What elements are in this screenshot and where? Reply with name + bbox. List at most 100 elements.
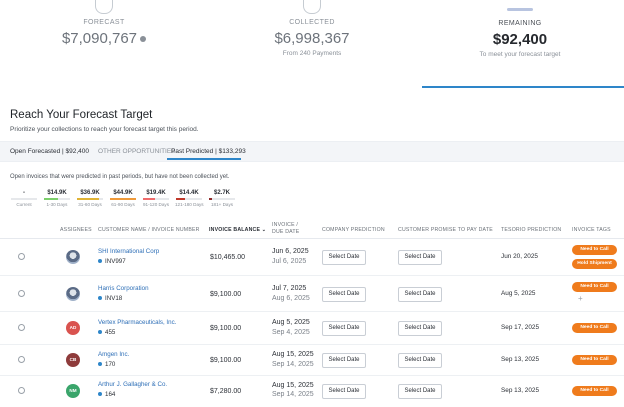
invoice-date: Aug 15, 2025 [272,351,314,358]
bucket-fill [77,198,100,200]
kpi-remaining[interactable]: REMAINING $92,400 To meet your forecast … [416,0,624,88]
tag-need-to-call[interactable]: Need to Call [572,355,617,365]
invoice-balance: $10,465.00 [210,254,246,261]
bucket-121-180[interactable]: $14.4K 121-180 Days [175,190,204,207]
kpi-forecast-label: FORECAST [83,19,125,26]
tesorio-prediction: Sep 17, 2025 [501,324,540,331]
active-tab-indicator [167,158,241,160]
company-prediction-select[interactable]: Select Date [322,287,366,302]
bucket-31-60[interactable]: $36.9K 31-60 Days [76,190,104,207]
table-row[interactable]: Harris Corporation INV18 $9,100.00 Jul 7… [0,276,624,312]
bucket-bar [209,198,235,200]
tag-need-to-call[interactable]: Need to Call [572,323,617,333]
company-prediction-select[interactable]: Select Date [322,321,366,336]
due-date: Jul 6, 2025 [272,258,307,265]
row-select-radio[interactable] [18,253,25,260]
avatar: AD [66,321,80,335]
company-prediction-select[interactable]: Select Date [322,250,366,265]
invoice-number-text: 164 [105,391,116,398]
tag-need-to-call[interactable]: Need to Call [572,386,617,396]
bucket-label: 181+ Days [210,202,234,207]
bucket-fill [176,198,186,200]
collected-icon [303,0,321,14]
header-tesorio-prediction[interactable]: TESORIO PREDICTION [501,227,562,233]
customer-link[interactable]: Amgen Inc. [98,351,130,358]
bucket-value: $36.9K [80,190,100,196]
status-dot [98,259,102,264]
bucket-value: $2.7K [213,190,230,196]
invoice-number[interactable]: 164 [98,391,115,398]
row-select-radio[interactable] [18,290,25,297]
tag-hold-shipment[interactable]: Hold Shipment [572,259,617,269]
invoice-number[interactable]: 170 [98,361,115,368]
tag-need-to-call[interactable]: Need to Call [572,245,617,255]
kpi-forecast[interactable]: FORECAST $7,090,767 [0,0,208,88]
info-icon[interactable] [140,36,147,43]
invoice-number[interactable]: INV18 [98,295,122,302]
row-select-radio[interactable] [18,324,25,331]
kpi-collected-value: $6,998,367 [274,30,350,47]
invoice-number-text: INV18 [105,295,123,302]
header-company-prediction[interactable]: COMPANY PREDICTION [322,227,385,233]
bucket-bar [110,198,136,200]
customer-promise-select[interactable]: Select Date [398,384,442,399]
bucket-label: 61-90 Days [111,202,135,207]
bucket-label: 91-120 Days [142,202,170,207]
avatar: CB [66,353,80,367]
due-date: Sep 14, 2025 [272,391,314,398]
customer-link[interactable]: SHI International Corp [98,248,160,255]
customer-link[interactable]: Arthur J. Gallagher & Co. [98,381,168,388]
bucket-61-90[interactable]: $44.9K 61-90 Days [109,190,137,207]
table-row[interactable]: AD Vertex Pharmaceuticals, Inc. 455 $9,1… [0,312,624,345]
row-select-radio[interactable] [18,387,25,394]
kpi-collected[interactable]: COLLECTED $6,998,367 From 240 Payments [208,0,416,88]
kpi-remaining-label: REMAINING [498,20,542,27]
header-invoice-date[interactable]: INVOICE / [272,222,299,228]
customer-promise-select[interactable]: Select Date [398,287,442,302]
invoice-number[interactable]: 455 [98,329,115,336]
customer-link[interactable]: Vertex Pharmaceuticals, Inc. [98,319,177,326]
bucket-91-120[interactable]: $19.4K 91-120 Days [142,190,170,207]
header-balance[interactable]: INVOICE BALANCE ⌄ [209,227,266,233]
due-date: Sep 4, 2025 [272,329,310,336]
invoice-balance: $9,100.00 [210,325,242,332]
header-customer[interactable]: CUSTOMER NAME / INVOICE NUMBER [98,227,200,233]
tab-past-predicted[interactable]: Past Predicted | $133,293 [171,148,246,155]
bucket-181-plus[interactable]: $2.7K 181+ Days [208,190,236,207]
bucket-fill [44,198,59,200]
other-opportunities-label: OTHER OPPORTUNITIES: [98,148,178,155]
row-select-radio[interactable] [18,356,25,363]
invoice-date: Jul 7, 2025 [272,285,307,292]
header-customer-promise[interactable]: CUSTOMER PROMISE TO PAY DATE [398,227,493,233]
company-prediction-select[interactable]: Select Date [322,384,366,399]
bucket-label: 121-180 Days [175,202,204,207]
invoice-date: Jun 6, 2025 [272,248,309,255]
bucket-bar [11,198,37,200]
bucket-current[interactable]: - Current [10,190,38,207]
invoice-number[interactable]: INV997 [98,258,126,265]
invoice-balance: $9,100.00 [210,357,242,364]
add-tag-button[interactable]: + [578,294,583,303]
tab-strip: Open Forecasted | $92,400 OTHER OPPORTUN… [0,141,624,162]
customer-promise-select[interactable]: Select Date [398,321,442,336]
tesorio-prediction: Aug 5, 2025 [501,290,536,297]
kpi-remaining-sub: To meet your forecast target [479,51,561,58]
company-prediction-select[interactable]: Select Date [322,353,366,368]
customer-promise-select[interactable]: Select Date [398,353,442,368]
table-row[interactable]: CB Amgen Inc. 170 $9,100.00 Aug 15, 2025… [0,345,624,376]
invoice-number-text: 170 [105,361,116,368]
bucket-fill [143,198,155,200]
tag-need-to-call[interactable]: Need to Call [572,282,617,292]
bucket-fill [110,198,136,200]
header-invoice-tags[interactable]: INVOICE TAGS [572,227,611,233]
tab-open-forecasted[interactable]: Open Forecasted | $92,400 [10,148,90,155]
table-row[interactable]: SHI International Corp INV997 $10,465.00… [0,240,624,276]
customer-promise-select[interactable]: Select Date [398,250,442,265]
customer-link[interactable]: Harris Corporation [98,285,149,292]
header-due-date[interactable]: DUE DATE [272,229,300,235]
bucket-value: $14.9K [47,190,67,196]
table-row[interactable]: NM Arthur J. Gallagher & Co. 164 $7,280.… [0,376,624,407]
bucket-1-30[interactable]: $14.9K 1-30 Days [43,190,71,207]
header-assignees[interactable]: ASSIGNEES [60,227,92,233]
forecast-icon [95,0,113,14]
